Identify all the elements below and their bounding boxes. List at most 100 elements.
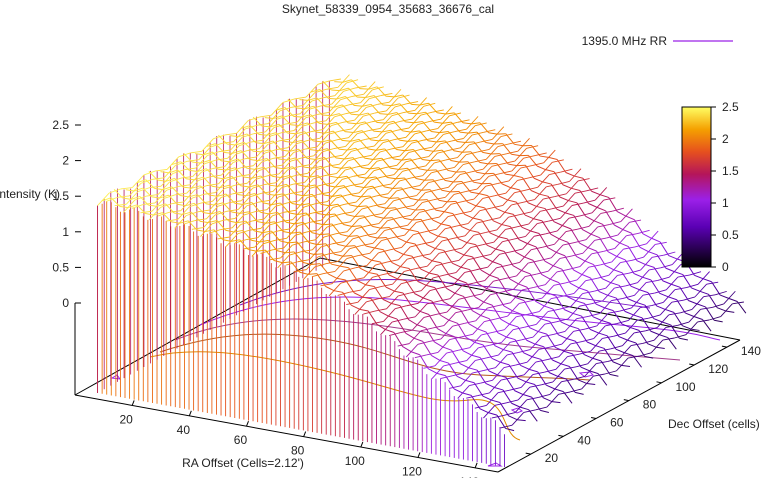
surface-line <box>494 153 507 157</box>
surface-line <box>252 184 265 189</box>
surface-line <box>589 328 599 334</box>
surface-line <box>329 175 339 179</box>
surface-line <box>409 197 419 201</box>
surface-line <box>476 219 489 224</box>
surface-line <box>512 265 522 271</box>
surface-line <box>270 131 283 137</box>
surface-line <box>564 318 577 332</box>
surface-line <box>604 370 617 375</box>
surface-line <box>448 147 461 151</box>
surface-line <box>399 139 409 142</box>
surface-line <box>483 404 496 419</box>
surface-line <box>140 178 153 184</box>
surface-line <box>491 399 501 404</box>
surface-line <box>521 336 534 341</box>
surface-line <box>471 354 481 359</box>
surface-line <box>290 157 303 162</box>
surface-line <box>321 207 334 221</box>
surface-line <box>355 215 364 218</box>
surface-line <box>282 261 292 264</box>
z-tick-label: 0.5 <box>52 260 69 274</box>
surface-line <box>331 91 344 105</box>
surface-line <box>529 384 542 388</box>
surface-line <box>659 241 670 256</box>
surface-line <box>356 280 367 286</box>
surface-line <box>217 236 230 240</box>
surface-line <box>241 165 254 168</box>
surface-line <box>353 173 366 177</box>
surface-line <box>268 211 278 215</box>
surface-line <box>385 97 399 112</box>
intensity-surface <box>97 74 747 432</box>
surface-line <box>370 139 380 142</box>
surface-line <box>334 82 347 97</box>
surface-line <box>464 320 476 324</box>
surface-line <box>331 89 340 92</box>
surface-line <box>411 351 420 356</box>
surface-line <box>491 163 504 167</box>
surface-line <box>537 174 550 188</box>
surface-line <box>270 123 280 128</box>
surface-line <box>225 229 235 233</box>
surface-line <box>442 167 455 171</box>
surface-line <box>555 356 568 370</box>
surface-line <box>606 335 617 350</box>
surface-line <box>366 252 379 266</box>
surface-line <box>583 199 596 204</box>
surface-line <box>390 170 403 185</box>
surface-line <box>241 125 251 129</box>
surface-line <box>302 92 316 106</box>
surface-line <box>143 202 156 205</box>
surface-line <box>627 246 638 261</box>
surface-line <box>368 127 381 131</box>
surface-line <box>188 194 198 198</box>
surface-line <box>210 142 223 148</box>
surface-line <box>427 169 437 171</box>
surface-line <box>419 354 429 370</box>
surface-line <box>195 155 208 169</box>
surface-line <box>597 373 608 386</box>
surface-line <box>679 337 689 341</box>
surface-line <box>388 274 398 280</box>
surface-line <box>549 321 559 336</box>
surface-line <box>337 291 350 296</box>
surface-line <box>372 225 381 229</box>
dec-tick-mark <box>591 416 597 419</box>
surface-line <box>351 93 364 97</box>
surface-line <box>460 372 473 387</box>
surface-line <box>558 334 568 340</box>
surface-line <box>501 288 514 293</box>
surface-line <box>368 86 378 90</box>
surface-line <box>310 149 319 152</box>
surface-line <box>576 363 588 368</box>
dec-tick-mark <box>525 452 531 455</box>
ra-tick-mark <box>303 431 307 437</box>
surface-line <box>522 235 535 250</box>
surface-line <box>447 169 457 173</box>
surface-line <box>463 254 473 258</box>
dec-tick-label: 20 <box>545 451 559 465</box>
surface-line <box>659 334 668 339</box>
surface-line <box>432 219 442 225</box>
surface-line <box>564 309 574 314</box>
surface-line <box>668 312 681 316</box>
surface-line <box>273 115 283 119</box>
surface-line <box>243 201 252 205</box>
surface-line <box>502 183 512 189</box>
surface-line <box>412 218 422 221</box>
surface-line <box>494 345 504 351</box>
surface-line <box>229 200 242 203</box>
surface-line <box>728 297 738 302</box>
surface-line <box>292 203 301 206</box>
surface-line <box>525 223 538 237</box>
surface-line <box>551 401 561 404</box>
surface-line <box>442 194 455 208</box>
surface-line <box>599 348 611 352</box>
surface-line <box>483 257 494 263</box>
surface-line <box>434 287 444 302</box>
surface-line <box>461 333 473 338</box>
surface-line <box>374 110 387 114</box>
surface-line <box>608 197 618 212</box>
surface-line <box>720 303 733 317</box>
surface-line <box>243 211 256 216</box>
